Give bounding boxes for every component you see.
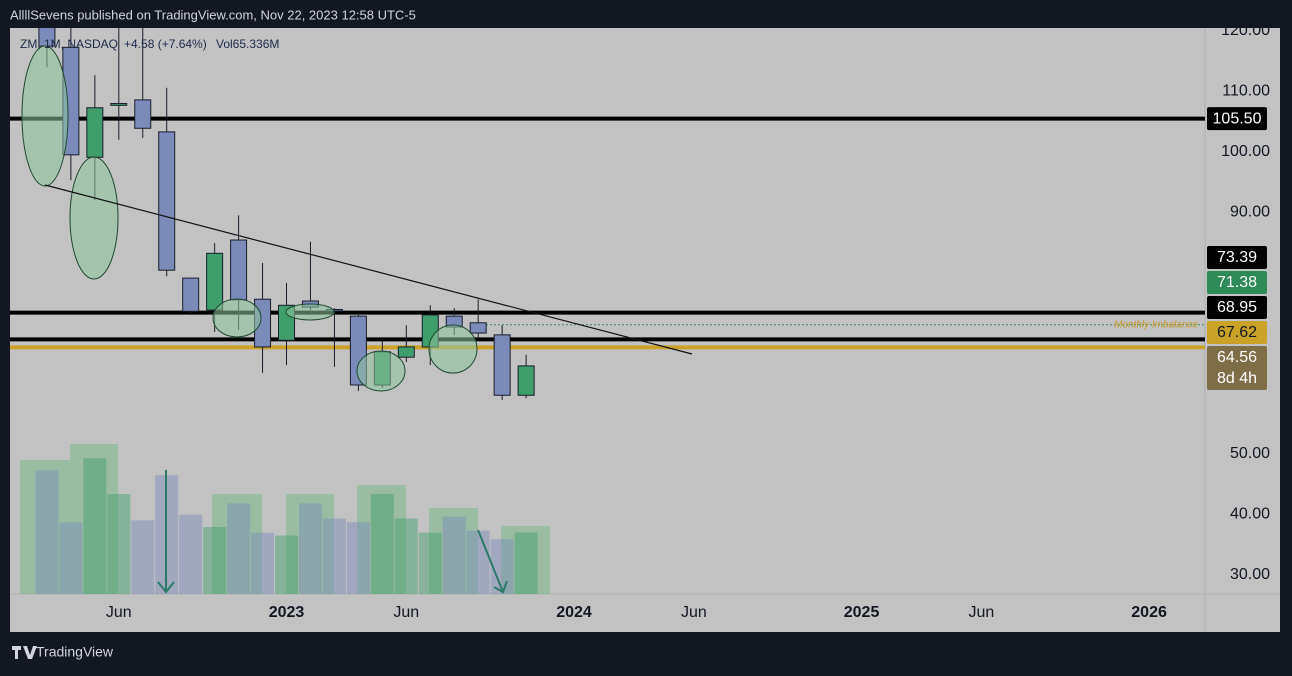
symbol: ZM, 1M, NASDAQ <box>20 37 118 51</box>
candle-body <box>469 322 487 334</box>
y-tick-label: 90.00 <box>1230 203 1270 220</box>
price-label: 68.95 <box>1217 299 1257 316</box>
candle-body <box>182 277 200 312</box>
volume-box <box>70 444 118 594</box>
countdown: 8d 4h <box>1217 370 1257 387</box>
volume-bar <box>418 532 442 594</box>
volume-box <box>501 526 550 594</box>
volume-bar <box>203 527 227 594</box>
annotations <box>21 45 693 594</box>
price-label: 73.39 <box>1217 249 1257 266</box>
y-tick-label: 120.00 <box>1221 22 1270 39</box>
ellipse <box>212 298 262 338</box>
candle-body <box>110 103 128 106</box>
ellipses <box>21 45 478 392</box>
ellipse <box>356 350 406 392</box>
price-label-box <box>1207 321 1267 345</box>
x-tick-label: 2023 <box>269 604 305 621</box>
price-label-box <box>1207 346 1267 391</box>
volume-bar <box>275 535 299 594</box>
legend: ZM, 1M, NASDAQ +4.58 (+7.64%) Vol65.336M <box>20 37 279 51</box>
drawings <box>20 444 550 594</box>
ellipse <box>285 303 335 321</box>
y-tick-label: 40.00 <box>1230 505 1270 522</box>
volume-box <box>429 508 478 594</box>
x-tick-label: Jun <box>681 604 707 621</box>
volume-bar <box>370 494 394 594</box>
volume-bar <box>59 522 83 594</box>
price-label-box <box>1207 296 1267 320</box>
logo <box>12 646 37 659</box>
volume-bar <box>131 520 155 594</box>
price-label-box <box>1207 271 1267 295</box>
x-tick-label: Jun <box>106 604 132 621</box>
volume-box <box>286 494 334 594</box>
x-tick-label: 2026 <box>1131 604 1167 621</box>
price-label: 105.50 <box>1213 110 1262 127</box>
y-tick-label: 110.00 <box>1222 83 1270 100</box>
ellipse <box>428 324 478 374</box>
volume-bar <box>466 530 490 594</box>
change: +4.58 (+7.64%) <box>124 37 207 51</box>
arrow <box>157 470 175 594</box>
price-label-box <box>1207 107 1267 131</box>
volume-box <box>212 494 262 594</box>
price-label-box <box>1207 246 1267 270</box>
y-tick-label: 50.00 <box>1230 445 1270 462</box>
candle-body <box>134 99 152 129</box>
candle-body <box>206 252 224 311</box>
arrows <box>157 470 508 594</box>
volume-bar <box>322 518 346 594</box>
x-tick-label: 2024 <box>556 604 592 621</box>
x-tick-label: Jun <box>393 604 419 621</box>
candle-body <box>517 365 535 396</box>
x-tick-label: Jun <box>968 604 994 621</box>
candle-body <box>493 334 511 396</box>
volume-bar <box>227 503 251 594</box>
publisher: AllllSevens published on TradingView.com… <box>10 7 416 22</box>
volume-bar <box>35 470 59 594</box>
candle-body <box>158 131 176 271</box>
volume-bar <box>514 532 538 594</box>
trendline <box>44 184 693 355</box>
candle-body <box>397 346 415 358</box>
imbalance-label: Monthly Imbalance <box>1114 319 1198 330</box>
volume-bar <box>298 503 322 594</box>
footer-text: TradingView <box>36 644 114 660</box>
candle-body <box>86 107 104 158</box>
candle-body <box>230 239 248 301</box>
y-tick-label: 100.00 <box>1221 143 1270 160</box>
arrow <box>477 529 508 594</box>
volume-bar <box>83 458 107 594</box>
volume-box <box>20 460 70 594</box>
x-tick-label: 2025 <box>844 604 880 621</box>
price-label: 67.62 <box>1217 324 1257 341</box>
volume-box <box>357 485 406 594</box>
volume-text: Vol65.336M <box>216 37 279 51</box>
price-label: 71.38 <box>1217 274 1257 291</box>
ellipse <box>21 45 69 187</box>
volume-bar <box>107 494 131 594</box>
volume-bar <box>346 522 370 594</box>
volume-bar <box>251 532 275 594</box>
ellipse <box>69 156 119 280</box>
volume-bar <box>490 539 514 594</box>
y-tick-label: 30.00 <box>1230 566 1270 583</box>
volume-bar <box>442 516 466 594</box>
price-label: 64.56 <box>1217 349 1257 366</box>
volume-bar <box>394 518 418 594</box>
footer: TradingView <box>12 644 114 660</box>
volume-bar <box>179 514 203 594</box>
volume-boxes <box>20 444 550 594</box>
